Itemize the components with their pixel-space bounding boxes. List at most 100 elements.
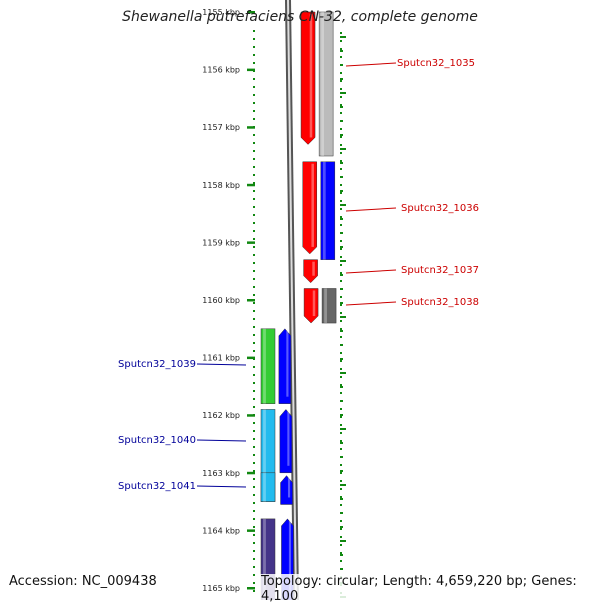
forward-gene-leader [345,207,397,212]
reverse-gene-block-shine [263,518,266,600]
guide-dot [340,536,342,538]
ruler-minor-tick [340,260,346,262]
guide-dot [340,240,342,242]
ruler-minor-tick [340,120,343,122]
ruler-tick-label: 1160 kbp [202,296,240,305]
ruler-minor-tick [340,456,343,458]
forward-gene-label: Sputcn32_1036 [401,203,479,214]
guide-dot [340,152,342,154]
guide-dot [253,390,255,392]
guide-dot [253,430,255,432]
guide-dot [340,40,342,42]
guide-dot [253,158,255,160]
guide-dot [340,56,342,58]
guide-dot [340,560,342,562]
ruler-minor-tick [340,302,343,304]
ruler-minor-tick [340,316,346,318]
guide-dot [340,448,342,450]
guide-dot [340,112,342,114]
ruler-minor-tick [340,330,343,332]
guide-dot [340,416,342,418]
ruler-minor-tick [340,36,346,38]
guide-dot [253,526,255,528]
guide-dot [253,102,255,104]
guide-dot [253,406,255,408]
guide-dot [340,192,342,194]
guide-dot [340,312,342,314]
guide-dot [340,544,342,546]
ruler-minor-tick [340,204,346,206]
guide-dot [253,590,255,592]
reverse-gene-leader [196,485,247,488]
guide-dot [340,552,342,554]
ruler-minor-tick [340,176,343,178]
guide-dot [340,136,342,138]
reverse-gene-leader [196,363,247,366]
ruler-minor-tick [340,64,343,66]
ruler-tick-label: 1156 kbp [202,66,240,75]
guide-dot [340,280,342,282]
reverse-gene-block [260,472,276,502]
guide-dot [253,566,255,568]
accession-label: Accession: NC_009438 [9,574,157,589]
guide-dot [253,254,255,256]
guide-dot [340,88,342,90]
guide-dot [253,54,255,56]
guide-dot [253,470,255,472]
guide-dot [253,262,255,264]
reverse-gene-label: Sputcn32_1040 [118,435,196,446]
ruler-tick [247,11,255,14]
guide-dot [253,206,255,208]
backbone-highlight [287,0,297,600]
guide-dot [253,190,255,192]
guide-dot [340,80,342,82]
ruler-minor-tick [340,526,343,528]
reverse-gene-block-shine [263,472,266,502]
ruler-tick-label: 1163 kbp [202,469,240,478]
forward-gene-arrow [300,11,316,145]
guide-dot [340,384,342,386]
guide-dot [340,424,342,426]
guide-dot [340,464,342,466]
guide-dot [340,128,342,130]
ruler-minor-tick [340,162,343,164]
guide-dot [340,432,342,434]
ruler-minor-tick [340,470,343,472]
reverse-gene-arrow-shine [286,330,289,397]
guide-dot [253,46,255,48]
guide-dot [253,270,255,272]
guide-dot [253,438,255,440]
guide-dot [253,198,255,200]
guide-dot [253,38,255,40]
guide-dot [253,30,255,32]
guide-dot [253,110,255,112]
guide-dot [340,496,342,498]
guide-dot [340,520,342,522]
guide-dot [340,392,342,394]
forward-gene-block [318,11,334,157]
guide-dot [340,264,342,266]
reverse-gene-arrow-shine [287,477,291,498]
guide-dot [253,574,255,576]
ruler-minor-tick [340,344,343,346]
ruler-tick [247,471,255,475]
guide-dot [253,582,255,584]
guide-dot [340,328,342,330]
ruler-minor-tick [340,386,343,388]
guide-dot [253,366,255,368]
forward-gene-leader [345,301,397,306]
ruler-minor-tick [340,428,346,430]
guide-dot [253,398,255,400]
guide-dot [253,94,255,96]
guide-dot [340,96,342,98]
guide-dot [340,72,342,74]
guide-dot [340,168,342,170]
ruler-minor-tick [340,78,343,80]
ruler-tick [247,356,255,360]
guide-dot [253,294,255,296]
reverse-gene-leader [196,439,247,442]
ruler-minor-tick [340,400,343,402]
guide-dot [253,214,255,216]
ruler-tick [247,529,255,532]
ruler-minor-tick [340,148,346,150]
